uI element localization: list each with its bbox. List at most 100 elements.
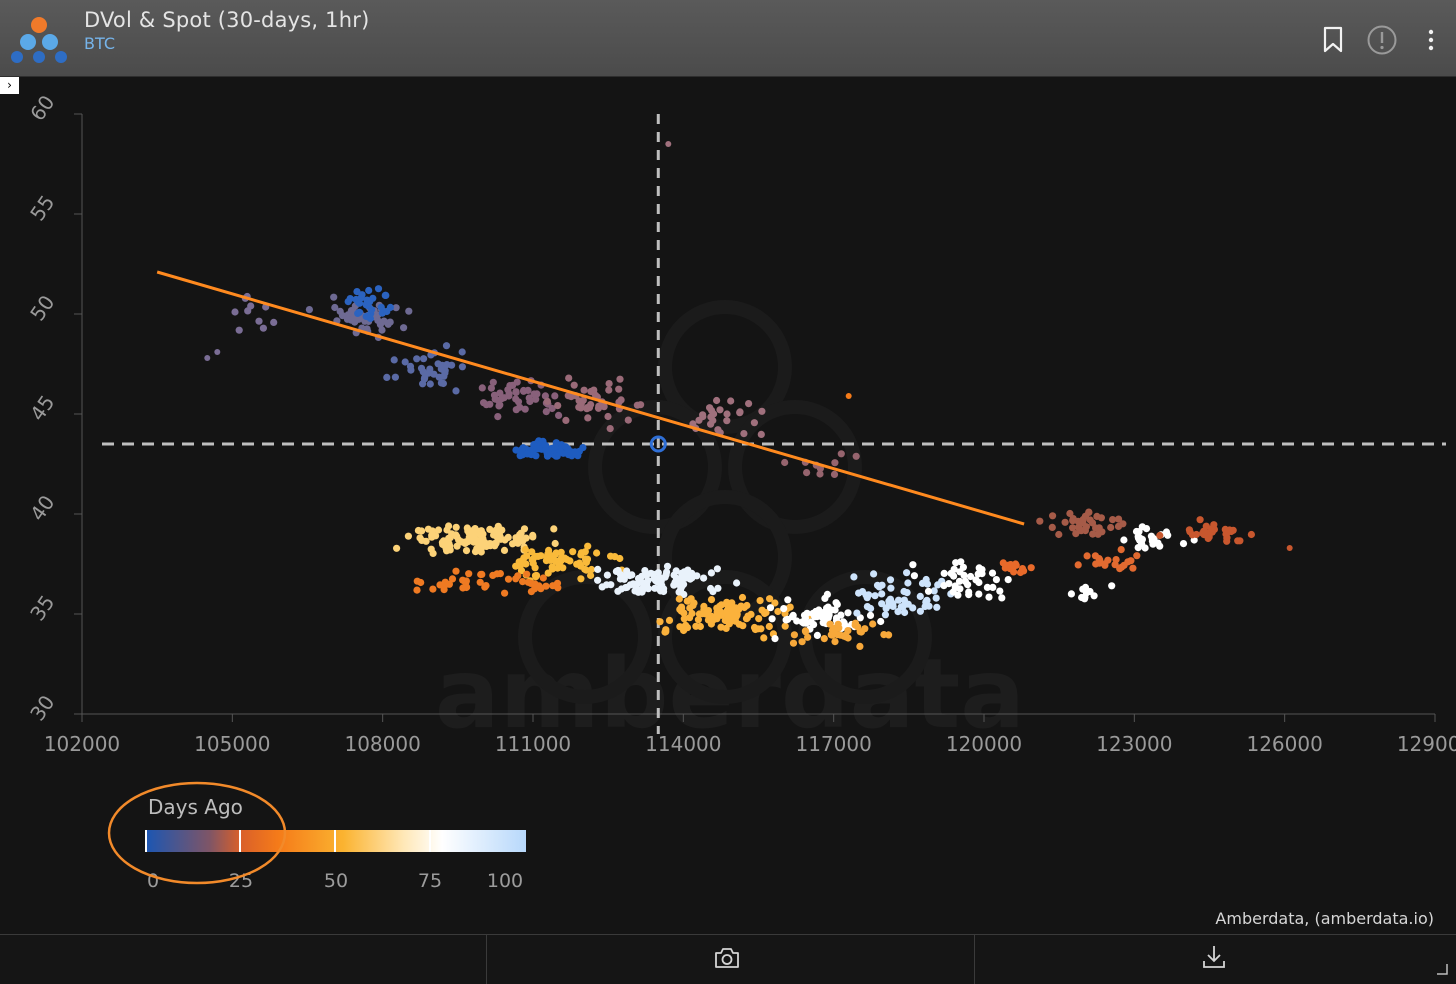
scatter-point [344, 298, 352, 306]
scatter-point [386, 318, 394, 326]
scatter-point [771, 599, 779, 607]
scatter-point [957, 558, 965, 566]
y-tick-label: 30 [25, 691, 59, 726]
scatter-point [365, 286, 373, 295]
scatter-point [685, 573, 694, 582]
scatter-point [517, 451, 525, 459]
scatter-point [1149, 540, 1157, 548]
scatter-point [392, 304, 400, 312]
scatter-point [393, 544, 401, 552]
scatter-point [247, 302, 255, 310]
snapshot-button[interactable] [487, 935, 974, 984]
scatter-point [632, 583, 640, 591]
scatter-point [789, 611, 797, 620]
scatter-point [947, 569, 955, 577]
scatter-point [871, 592, 879, 600]
scatter-point [743, 614, 751, 622]
scatter-point [429, 585, 437, 593]
scatter-point [562, 416, 570, 424]
scatter-point [615, 385, 623, 393]
scatter-point [551, 443, 559, 451]
scatter-point [713, 396, 721, 405]
scatter-point [405, 307, 413, 315]
scatter-point [1098, 528, 1106, 536]
scatter-point [1107, 523, 1115, 532]
scatter-point [804, 633, 812, 641]
scatter-point [930, 587, 938, 595]
info-alert-icon[interactable] [1366, 24, 1398, 56]
scatter-point [1141, 544, 1149, 552]
scatter-point [650, 574, 658, 583]
scatter-point [713, 565, 722, 573]
scatter-point [462, 547, 471, 555]
y-tick-label: 45 [25, 391, 59, 426]
scatter-point [481, 583, 489, 591]
scatter-point [584, 414, 592, 422]
scatter-point [486, 400, 494, 408]
scatter-point [740, 430, 748, 438]
scatter-point [508, 540, 517, 548]
scatter-point [1119, 520, 1127, 528]
scatter-point [988, 569, 997, 577]
scatter-point [577, 575, 585, 583]
scatter-point [830, 630, 838, 638]
scatter-point [535, 445, 543, 453]
scatter-point [1083, 552, 1091, 560]
scatter-point [584, 542, 592, 550]
y-tick-label: 60 [25, 91, 59, 126]
scatter-point [550, 525, 558, 533]
resize-handle-icon[interactable] [1436, 963, 1448, 975]
scatter-point [607, 552, 615, 560]
scatter-point [458, 363, 466, 371]
scatter-point [895, 596, 903, 604]
chart-header: DVol & Spot (30-days, 1hr) BTC [0, 0, 1456, 77]
scatter-point [722, 624, 730, 633]
scatter-point [830, 470, 839, 478]
scatter-point [490, 391, 499, 399]
scatter-point [821, 594, 829, 603]
scatter-point [428, 527, 437, 535]
scatter-point [231, 308, 239, 316]
scatter-point [863, 594, 871, 602]
scatter-point [885, 597, 893, 605]
scatter-point [875, 583, 883, 591]
scatter-point [837, 611, 845, 619]
scatter-point [338, 312, 347, 320]
scatter-point [616, 375, 624, 383]
scatter-point [489, 571, 497, 579]
scatter-point [529, 555, 537, 563]
scatter-point [833, 600, 841, 609]
scatter-point [933, 603, 941, 611]
scatter-point [448, 575, 457, 583]
scatter-point [714, 610, 722, 619]
scatter-point [831, 459, 839, 467]
scatter-point [811, 613, 819, 621]
scatter-point [614, 566, 622, 575]
scatter-point [1095, 559, 1103, 567]
scatter-point [476, 578, 484, 586]
bookmark-icon[interactable] [1320, 26, 1346, 54]
chart-title: DVol & Spot (30-days, 1hr) [84, 8, 370, 32]
scatter-point [826, 620, 834, 628]
x-tick-label: 105000 [194, 732, 270, 756]
scatter-point [820, 635, 828, 643]
scatter-point [904, 579, 912, 587]
scatter-point [894, 608, 902, 616]
scatter-point [418, 527, 426, 535]
scatter-point [922, 575, 930, 584]
more-vertical-icon[interactable] [1424, 28, 1438, 52]
scatter-point [582, 558, 591, 567]
download-button[interactable] [975, 935, 1456, 984]
scatter-point [665, 616, 674, 625]
expand-sidebar-button[interactable]: › [0, 77, 19, 94]
scatter-point [675, 595, 683, 603]
scatter-point [390, 356, 398, 364]
scatter-point [641, 567, 649, 575]
scatter-point [940, 569, 948, 577]
scatter-point [1089, 530, 1097, 538]
scatter-point [524, 578, 532, 586]
scatter-point [1108, 582, 1116, 590]
scatter-point [574, 452, 582, 460]
scatter-point [964, 581, 972, 589]
scatter-point [235, 326, 243, 334]
